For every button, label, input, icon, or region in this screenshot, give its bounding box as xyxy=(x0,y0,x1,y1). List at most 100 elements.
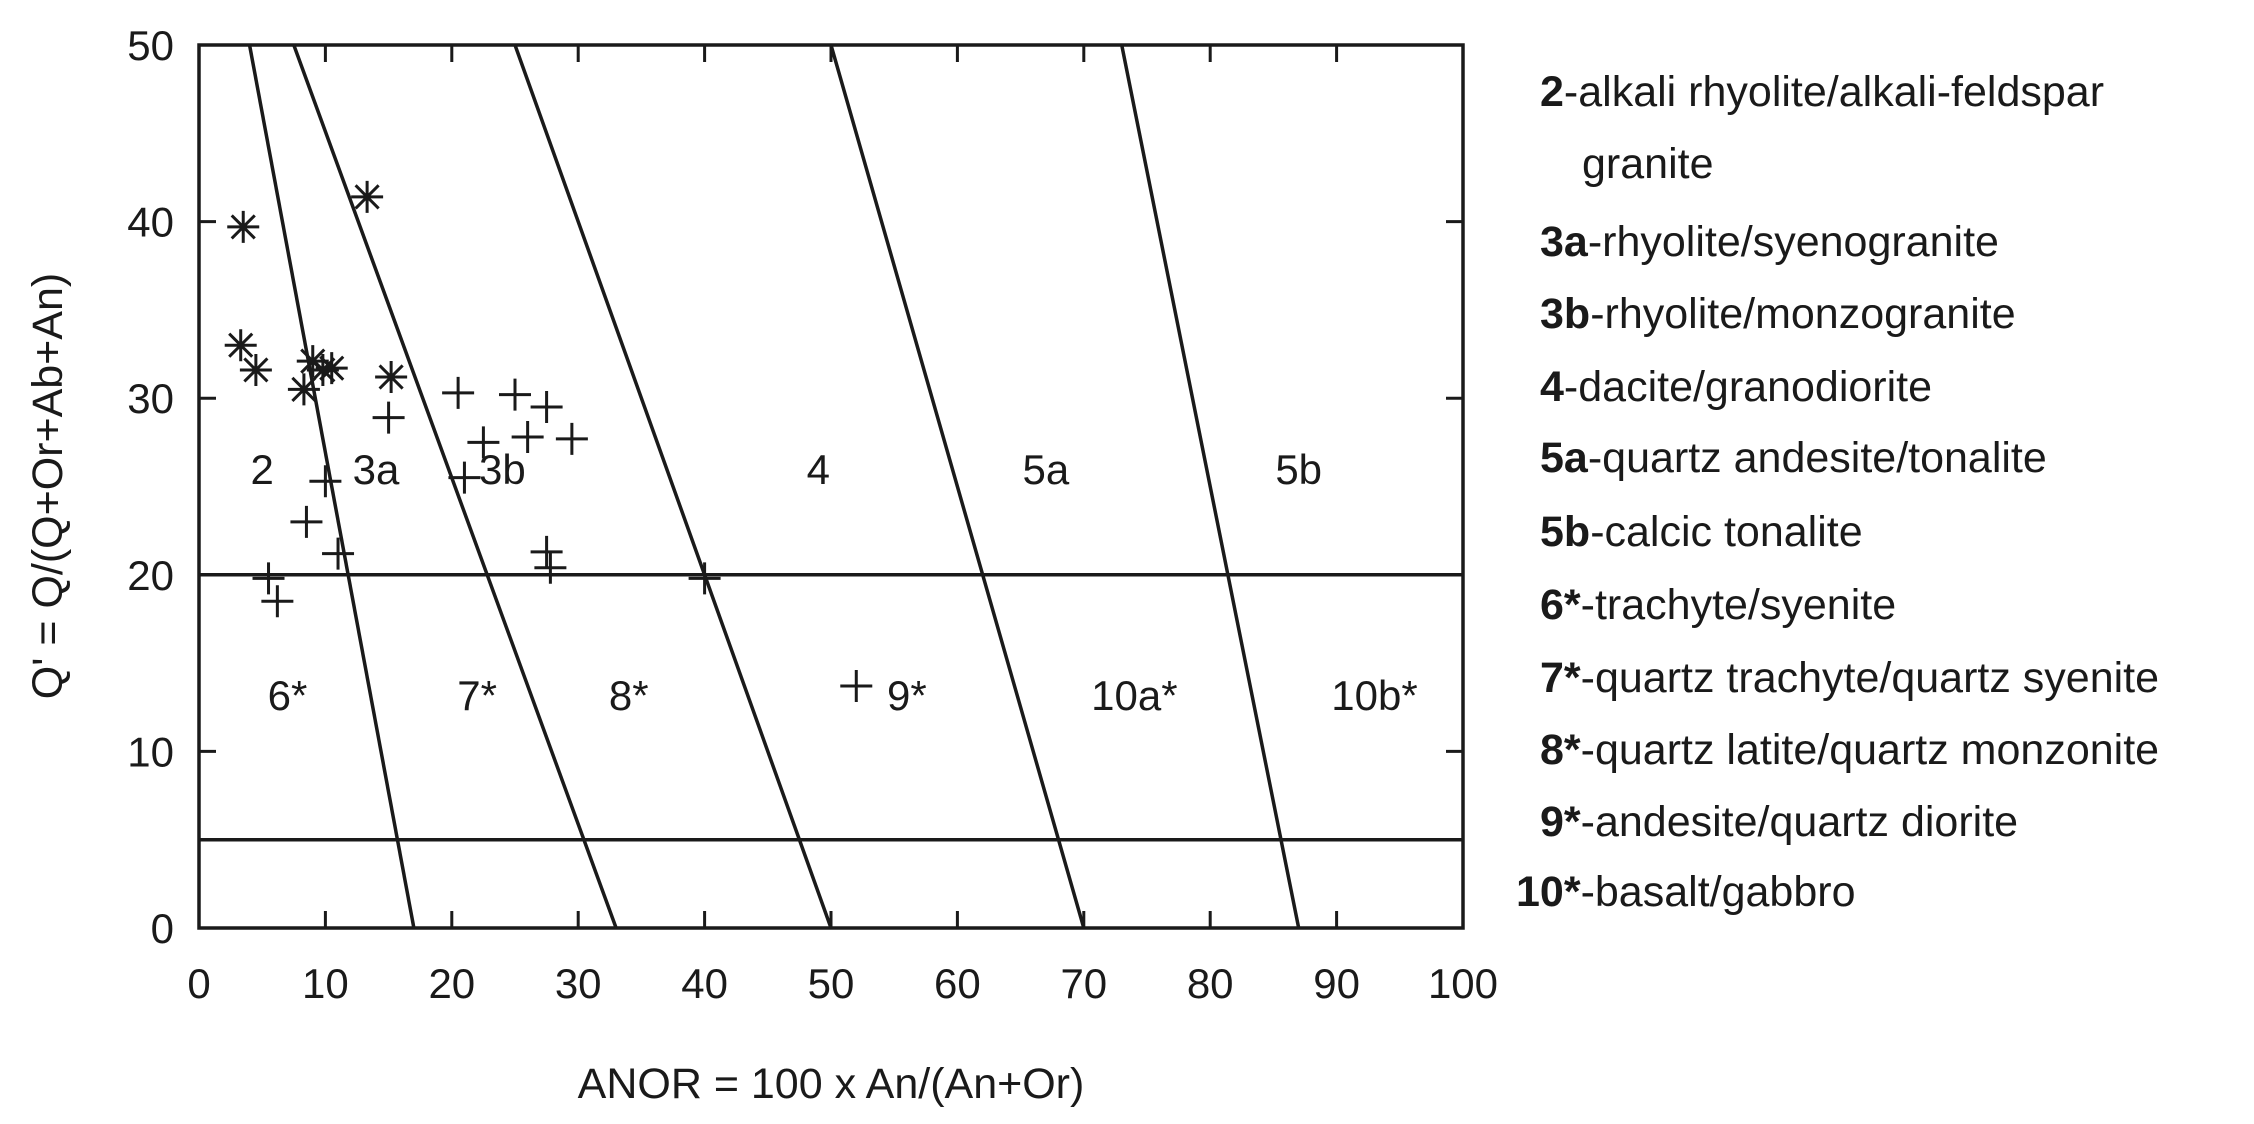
x-tick-label: 10 xyxy=(302,960,349,1007)
plus-point xyxy=(261,585,294,618)
legend-text: -dacite/granodiorite xyxy=(1563,363,1933,411)
asterisk-point xyxy=(239,353,272,386)
field-label: 3b xyxy=(479,446,526,493)
field-boundaries xyxy=(199,45,1463,928)
legend-code: 10* xyxy=(1516,868,1581,916)
legend-code: 4 xyxy=(1540,363,1564,411)
legend-text: granite xyxy=(1582,140,1714,188)
legend-item: 10*-basalt/gabbro xyxy=(1516,868,1855,916)
field-label: 4 xyxy=(807,446,830,493)
legend-item: 5a-quartz andesite/tonalite xyxy=(1540,434,2047,482)
x-tick-label: 80 xyxy=(1187,960,1234,1007)
legend-item: 8*-quartz latite/quartz monzonite xyxy=(1540,726,2159,774)
plus-point xyxy=(530,391,563,424)
plus-point xyxy=(442,376,475,409)
legend-code: 5a xyxy=(1540,434,1588,482)
plus-point xyxy=(511,421,544,454)
legend-item: 3a-rhyolite/syenogranite xyxy=(1540,218,1999,266)
plus-point xyxy=(448,461,481,494)
plus-point xyxy=(467,426,500,459)
legend-text: -trachyte/syenite xyxy=(1580,581,1897,629)
plus-point xyxy=(555,422,588,455)
field-label: 10b* xyxy=(1331,672,1417,719)
x-tick-label: 70 xyxy=(1060,960,1107,1007)
legend-item: 5b-calcic tonalite xyxy=(1540,508,1863,556)
legend-item: 9*-andesite/quartz diorite xyxy=(1540,798,2018,846)
x-axis-title: ANOR = 100 x An/(An+Or) xyxy=(578,1060,1085,1108)
legend-text: -quartz andesite/tonalite xyxy=(1587,434,2047,482)
axis-ticks: 0 10 20 30 40 50 60 70 80 90 100 0 10 20 30 40 50 xyxy=(127,22,1498,1007)
legend-code: 2 xyxy=(1540,68,1564,116)
y-tick-label: 0 xyxy=(151,905,174,952)
legend-text: -rhyolite/monzogranite xyxy=(1590,290,2016,338)
plus-point xyxy=(252,562,285,595)
legend-text: -basalt/gabbro xyxy=(1580,868,1856,916)
legend-code: 5b xyxy=(1540,508,1591,556)
asterisk-point xyxy=(315,352,348,385)
y-axis-title: Q' = Q/(Q+Or+Ab+An) xyxy=(24,273,72,699)
plus-point xyxy=(688,562,721,595)
legend-code: 3b xyxy=(1540,290,1591,338)
y-tick-label: 40 xyxy=(127,199,174,246)
boundary-line-4 xyxy=(1120,45,1301,928)
asterisk-point xyxy=(287,373,320,406)
plus-point xyxy=(499,378,531,411)
boundary-line-1 xyxy=(292,45,618,928)
x-tick-label: 40 xyxy=(681,960,728,1007)
legend-code: 3a xyxy=(1540,218,1588,266)
legend-code: 8* xyxy=(1540,726,1581,774)
legend-item: 7*-quartz trachyte/quartz syenite xyxy=(1540,654,2159,702)
y-tick-label: 10 xyxy=(127,728,174,775)
field-labels: 2 3a 3b 4 5a 5b 6* 7* 8* 9* 10a* 10b* xyxy=(251,446,1418,719)
legend-text: -rhyolite/syenogranite xyxy=(1587,218,1999,266)
y-tick-label: 20 xyxy=(127,552,174,599)
plus-point xyxy=(322,537,355,570)
plus-point xyxy=(309,465,342,498)
legend-code: 7* xyxy=(1540,654,1581,702)
x-tick-label: 90 xyxy=(1313,960,1360,1007)
asterisk-point xyxy=(306,353,339,386)
legend-text: -quartz latite/quartz monzonite xyxy=(1580,726,2160,774)
legend-code: 6* xyxy=(1540,581,1581,629)
field-label: 6* xyxy=(268,672,308,719)
legend-item: 2-alkali rhyolite/alkali-feldspar xyxy=(1540,68,2104,116)
data-points xyxy=(224,180,873,703)
y-tick-label: 50 xyxy=(127,22,174,69)
legend-item: 4-dacite/granodiorite xyxy=(1540,363,1932,411)
legend-text: -alkali rhyolite/alkali-feldspar xyxy=(1563,68,2105,116)
boundary-line-0 xyxy=(247,45,416,928)
asterisk-point xyxy=(351,180,384,213)
field-label: 5b xyxy=(1275,446,1322,493)
field-label: 5a xyxy=(1023,446,1070,493)
x-tick-label: 20 xyxy=(428,960,475,1007)
asterisk-point xyxy=(227,210,260,243)
x-tick-label: 0 xyxy=(187,960,210,1007)
x-tick-label: 100 xyxy=(1428,960,1498,1007)
legend-code: 9* xyxy=(1540,798,1581,846)
field-label: 7* xyxy=(457,672,497,719)
legend-text: -andesite/quartz diorite xyxy=(1580,798,2019,846)
legend-item: granite xyxy=(1582,140,1713,188)
asterisk-point xyxy=(224,329,257,362)
plus-point xyxy=(534,551,567,584)
x-tick-label: 60 xyxy=(934,960,981,1007)
legend-text: -calcic tonalite xyxy=(1590,508,1863,556)
field-label: 9* xyxy=(887,672,927,719)
legend-item: 6*-trachyte/syenite xyxy=(1540,581,1896,629)
x-tick-label: 50 xyxy=(808,960,855,1007)
plus-point xyxy=(290,505,323,538)
field-label: 3a xyxy=(353,446,400,493)
x-tick-label: 30 xyxy=(555,960,602,1007)
field-label: 8* xyxy=(609,672,649,719)
asterisk-point xyxy=(375,361,408,394)
legend-item: 3b-rhyolite/monzogranite xyxy=(1540,290,2016,338)
boundary-line-3 xyxy=(829,45,1086,928)
boundary-line-2 xyxy=(513,45,833,928)
field-label: 2 xyxy=(251,446,274,493)
plus-point xyxy=(372,401,405,434)
plus-point xyxy=(840,670,873,703)
field-label: 10a* xyxy=(1091,672,1177,719)
legend-text: -quartz trachyte/quartz syenite xyxy=(1580,654,2160,702)
plus-point xyxy=(530,535,563,568)
